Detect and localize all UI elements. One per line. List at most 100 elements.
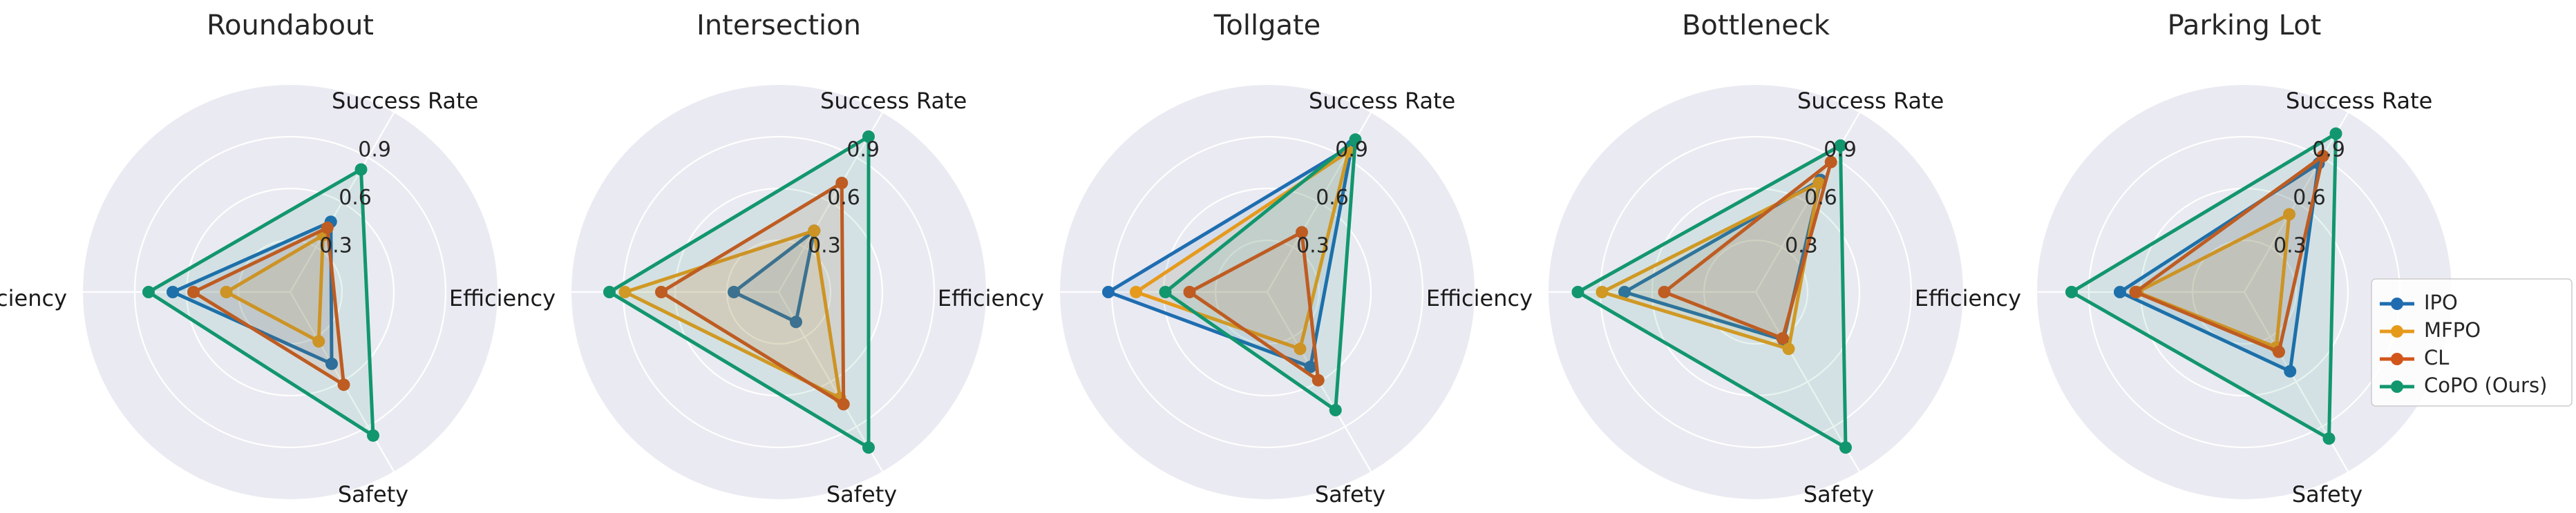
data-point (862, 130, 875, 143)
data-point (2329, 127, 2342, 140)
axis-label-safety: Safety (2292, 481, 2362, 507)
legend-marker (2391, 298, 2403, 310)
legend-box (2371, 278, 2573, 407)
tick-label: 0.3 (1296, 233, 1329, 258)
data-point (2322, 432, 2336, 445)
data-point (187, 286, 200, 298)
radar-panel-tollgate: 0.3 0.6 0.9 Success Rate Efficiency Safety Tol… (938, 10, 1475, 507)
data-point (1296, 226, 1308, 239)
data-point (618, 286, 632, 298)
data-point (728, 286, 740, 298)
data-point (1824, 155, 1837, 168)
data-point (2316, 149, 2329, 162)
series-polygon (1574, 142, 1848, 451)
tick-label: 0.3 (319, 233, 352, 258)
series-copo-ours (1159, 133, 1362, 417)
data-point (1776, 332, 1789, 345)
series-polygon (1104, 142, 1354, 369)
series-polygon (658, 180, 846, 407)
data-point (2273, 345, 2285, 358)
data-point (312, 335, 325, 348)
data-point (1595, 286, 1609, 298)
data-point (1658, 286, 1671, 298)
axis-label-success-rate: Success Rate (332, 88, 478, 114)
axis-label-success-rate: Success Rate (1309, 88, 1455, 114)
data-point (2114, 286, 2126, 298)
tick-label: 0.3 (808, 233, 841, 258)
series-cl (1183, 226, 1325, 387)
tick-label: 0.3 (2273, 233, 2307, 258)
panel-title: Tollgate (1213, 10, 1321, 41)
data-point (1329, 404, 1342, 417)
data-point (142, 286, 155, 298)
axis-label-safety: Safety (826, 481, 897, 507)
series-polygon (1186, 229, 1320, 384)
data-point (1311, 374, 1325, 387)
axis-label-safety: Safety (338, 481, 408, 507)
series-polygon (222, 232, 325, 345)
tick-label: 0.9 (1335, 137, 1368, 162)
axis-label-success-rate: Success Rate (820, 88, 967, 114)
series-polygon (1162, 135, 1358, 414)
data-point (354, 163, 368, 176)
radar-panel-bottleneck: 0.3 0.6 0.9 Success Rate Efficiency Safety Bot… (1426, 10, 1963, 507)
legend-label: CL (2424, 346, 2449, 369)
radar-panels: 0.3 0.6 0.9 Success Rate Efficiency Safety Rou… (0, 10, 2452, 507)
data-point (790, 316, 802, 329)
legend-label: IPO (2424, 291, 2458, 314)
data-point (837, 398, 850, 411)
data-point (321, 221, 334, 234)
data-point (220, 286, 233, 298)
series-polygon (620, 228, 842, 402)
data-point (2129, 286, 2142, 298)
series-polygon (1660, 157, 1835, 341)
tick-label: 0.6 (827, 186, 860, 210)
series-polygon (2132, 152, 2326, 355)
series-polygon (1132, 147, 1352, 351)
series-ipo (1102, 139, 1358, 374)
grid-spoke (290, 112, 395, 293)
legend-entry-mfpo: MFPO (2380, 318, 2481, 342)
axis-label-success-rate: Success Rate (2286, 88, 2432, 114)
tick-label: 0.9 (2312, 137, 2345, 162)
series-mfpo (1130, 145, 1355, 356)
data-point (2283, 208, 2295, 221)
series-copo-ours (142, 163, 379, 442)
tick-label: 0.9 (1824, 137, 1857, 162)
axis-label-efficiency: Efficiency (0, 285, 67, 311)
radar-panel-roundabout: 0.3 0.6 0.9 Success Rate Efficiency Safety Rou… (0, 10, 498, 507)
radar-panel-intersection: 0.3 0.6 0.9 Success Rate Efficiency Safety Int… (449, 10, 986, 507)
series-copo-ours (1571, 139, 1852, 454)
series-cl (1658, 155, 1837, 345)
series-cl (2129, 149, 2329, 358)
series-cl (655, 176, 850, 411)
data-point (1130, 286, 1142, 298)
series-copo-ours (603, 130, 875, 454)
series-polygon (730, 226, 817, 325)
legend-entry-copo-ours: CoPO (Ours) (2380, 374, 2547, 397)
axis-label-safety: Safety (1315, 481, 1385, 507)
series-ipo (728, 224, 821, 329)
data-point (1294, 342, 1307, 356)
axis-label-efficiency: Efficiency (1915, 285, 2021, 311)
series-polygon (2132, 211, 2291, 350)
data-point (2284, 365, 2297, 378)
tick-label: 0.9 (846, 137, 880, 162)
data-point (2065, 286, 2078, 298)
data-point (603, 286, 616, 298)
data-point (1618, 286, 1631, 298)
data-point (808, 224, 821, 238)
data-point (1782, 342, 1795, 356)
grid-spoke (1755, 291, 1860, 472)
data-point (862, 441, 875, 454)
radar-panel-parking-lot: 0.3 0.6 0.9 Success Rate Efficiency Safety Par… (1915, 10, 2452, 507)
series-copo-ours (2065, 127, 2342, 445)
data-point (835, 176, 849, 189)
data-point (655, 286, 667, 298)
tick-label: 0.6 (1804, 186, 1837, 210)
legend: IPO MFPO CL CoPO (Ours) (2371, 278, 2573, 407)
axis-label-efficiency: Efficiency (1426, 285, 1533, 311)
tick-label: 0.3 (1785, 233, 1818, 258)
panel-title: Intersection (697, 10, 861, 41)
